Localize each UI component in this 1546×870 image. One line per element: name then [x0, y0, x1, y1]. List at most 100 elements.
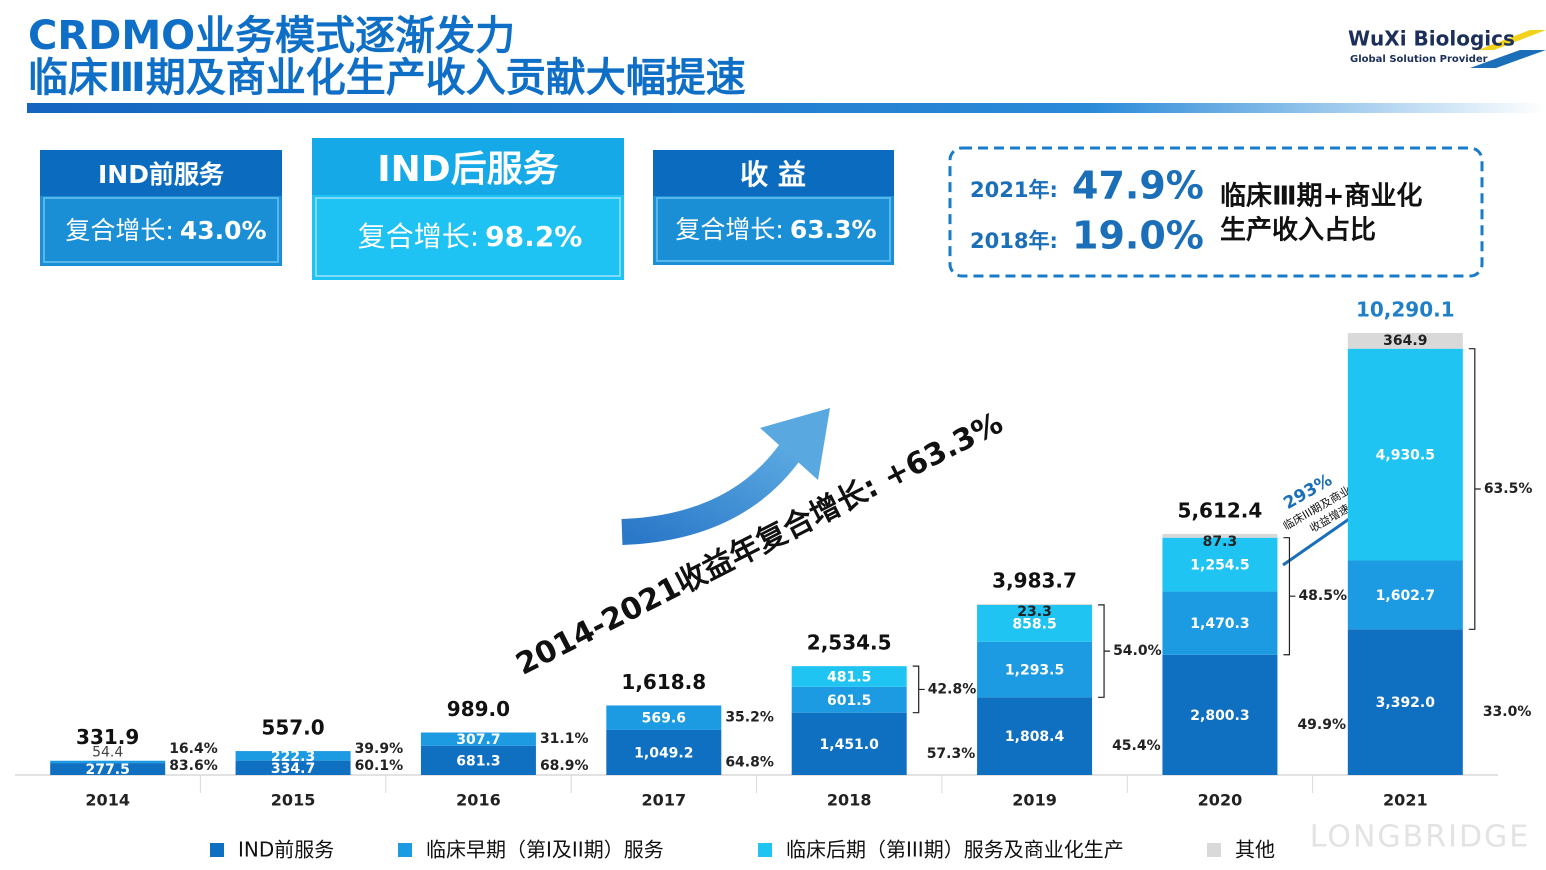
kpi-label: 复合增长:: [675, 215, 783, 244]
legend-swatch: [398, 843, 412, 857]
kpi-value: 复合增长: 63.3%: [675, 215, 876, 244]
total-label: 557.0: [261, 716, 324, 740]
segment-label: 277.5: [86, 762, 130, 778]
bar-segment: [791, 712, 907, 775]
logo-tagline: Global Solution Provider: [1350, 54, 1488, 65]
segment-label: 2,800.3: [1190, 708, 1249, 724]
x-tick-label: 2016: [456, 791, 501, 810]
segment-label: 4,930.5: [1376, 448, 1435, 464]
legend-label: 临床早期（第I及II期）服务: [426, 838, 664, 862]
watermark: LONGBRIDGE: [1310, 820, 1531, 855]
kpi-inner: [656, 197, 891, 262]
bracket: [1098, 604, 1111, 698]
bar-segment: [791, 686, 907, 713]
bar-segment: [1347, 348, 1463, 561]
segment-label: 1,293.5: [1005, 663, 1064, 679]
bar-segment: [606, 705, 722, 730]
segment-label: 1,049.2: [634, 745, 693, 761]
kpi-title: IND前服务: [98, 160, 224, 189]
segment-label: 1,602.7: [1376, 588, 1435, 604]
segment-label: 1,808.4: [1005, 729, 1065, 745]
segment-label: 87.3: [1203, 534, 1238, 550]
bar-segment: [1347, 560, 1463, 630]
share-label: 42.8%: [928, 681, 977, 697]
bar-segment: [1162, 537, 1278, 592]
share-label: 63.5%: [1484, 481, 1533, 497]
x-tick-label: 2014: [85, 791, 130, 810]
kpi-header: [312, 138, 624, 195]
total-label: 331.9: [76, 725, 139, 749]
kpi-inner: [315, 197, 621, 277]
total-label: 2,534.5: [807, 631, 892, 655]
kpi-title: IND后服务: [377, 149, 558, 190]
bar-segment: [1347, 333, 1463, 349]
segment-label: 222.3: [271, 749, 315, 765]
bar-segment: [1162, 591, 1278, 655]
segment-label: 334.7: [271, 761, 315, 777]
kpi-label: 复合增长:: [65, 216, 173, 245]
kpi-number: 98.2%: [485, 220, 582, 253]
growth-arrow: [621, 444, 801, 545]
bracket: [1283, 537, 1296, 656]
x-tick-label: 2017: [642, 791, 687, 810]
bar-segment: [1162, 654, 1278, 775]
legend-swatch: [1207, 843, 1221, 857]
bar-segment: [977, 603, 1093, 605]
share-label: 39.9%: [355, 741, 404, 757]
title: CRDMO业务模式逐渐发力: [28, 13, 515, 59]
bracket: [1468, 348, 1481, 630]
share-label: 16.4%: [169, 741, 218, 757]
kpi-inner: [43, 197, 279, 263]
segment-label: 858.5: [1012, 616, 1056, 632]
bar-segment: [235, 760, 351, 775]
bar-segment: [606, 729, 722, 775]
legend-label: IND前服务: [238, 838, 334, 862]
title: 临床Ⅲ期及商业化生产收入贡献大幅提速: [28, 55, 746, 101]
bar-segment: [420, 745, 536, 775]
kpi-number: 43.0%: [180, 216, 267, 245]
highlight-year: 2018年:: [970, 229, 1058, 253]
segment-label: 681.3: [456, 753, 500, 769]
bar-segment: [977, 604, 1093, 642]
bar-segment: [1347, 629, 1463, 775]
logo-name: WuXi Biologics: [1348, 27, 1515, 51]
bar-segment: [420, 732, 536, 746]
legend-swatch: [758, 843, 772, 857]
kpi-label: 复合增长:: [358, 220, 479, 253]
total-label: 3,983.7: [992, 568, 1077, 592]
kpi-header: [40, 150, 282, 196]
bar-segment: [1162, 533, 1278, 538]
kpi-title: 收 益: [740, 158, 806, 191]
segment-label: 1,470.3: [1190, 616, 1249, 632]
legend-label: 其他: [1235, 838, 1275, 862]
share-label: 49.9%: [1297, 717, 1346, 733]
segment-label: 23.3: [1017, 604, 1052, 620]
legend-label: 临床后期（第III期）服务及商业化生产: [786, 838, 1124, 862]
highlight-text: 生产收入占比: [1220, 216, 1376, 246]
x-tick-label: 2021: [1383, 791, 1428, 810]
kpi-value: 复合增长: 43.0%: [65, 216, 266, 245]
segment-label: 3,392.0: [1376, 695, 1436, 711]
share-label: 64.8%: [725, 754, 774, 770]
legend-swatch: [210, 843, 224, 857]
share-label: 33.0%: [1483, 704, 1532, 720]
highlight-value: 47.9%: [1072, 164, 1204, 208]
bar-segment: [977, 641, 1093, 698]
bar-segment: [235, 751, 351, 761]
share-label: 83.6%: [169, 758, 218, 774]
segment-label: 481.5: [827, 669, 871, 685]
highlight-text: 临床Ⅲ期+商业化: [1220, 181, 1422, 212]
segment-label: 54.4: [92, 745, 123, 761]
cagr-annotation: 2014-2021收益年复合增长: +63.3%: [511, 406, 1009, 683]
total-label: 5,612.4: [1178, 498, 1263, 522]
bar-segment: [791, 666, 907, 687]
bracket: [912, 665, 925, 714]
growth-arrowhead: [760, 408, 830, 480]
share-label: 45.4%: [1112, 738, 1161, 754]
segment-label: 569.6: [642, 711, 686, 727]
highlight-box: [948, 146, 1484, 278]
share-label: 31.1%: [540, 731, 589, 747]
